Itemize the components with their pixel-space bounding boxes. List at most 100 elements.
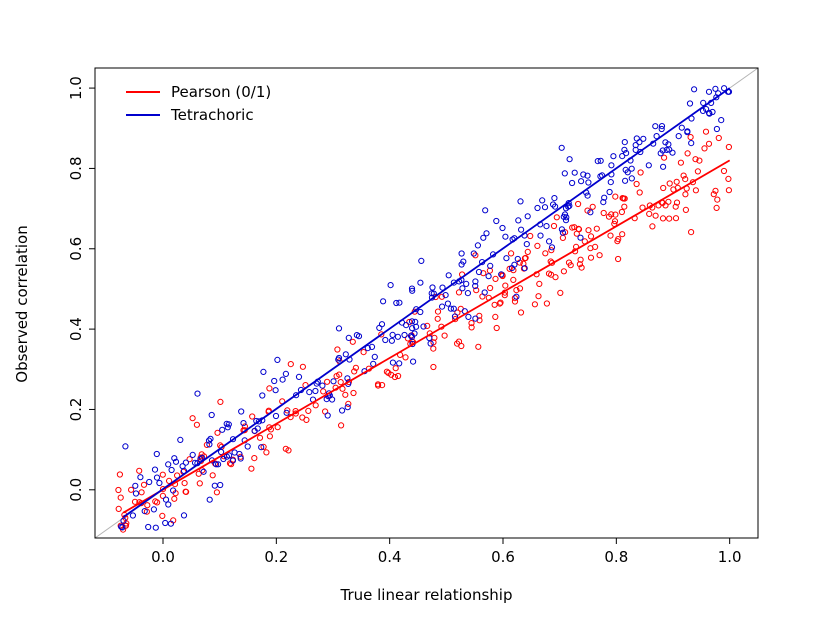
data-point [324, 412, 331, 419]
data-point [272, 387, 279, 394]
data-point [585, 227, 592, 234]
data-point [150, 506, 157, 513]
data-point [345, 400, 352, 407]
data-point [455, 338, 463, 345]
data-point [688, 229, 695, 236]
data-point [408, 318, 416, 325]
data-point [640, 135, 647, 142]
data-point [260, 368, 267, 375]
y-axis-title: Observed correlation [13, 225, 31, 383]
data-point [637, 148, 644, 156]
data-point [345, 334, 352, 341]
data-point [657, 150, 664, 157]
data-point [137, 474, 144, 481]
data-point [696, 157, 703, 164]
data-point [420, 323, 427, 330]
data-point [180, 512, 188, 519]
data-point [395, 372, 402, 380]
data-point [596, 252, 603, 259]
data-point [543, 223, 550, 230]
data-point [584, 172, 591, 179]
legend-label-pearson: Pearson (0/1) [171, 82, 272, 101]
data-point [427, 340, 434, 347]
data-point [600, 199, 607, 206]
data-point [712, 85, 719, 92]
data-point [344, 404, 351, 411]
data-point [355, 333, 363, 340]
data-point [628, 175, 635, 182]
data-point [678, 124, 685, 131]
data-point [659, 215, 667, 222]
data-point [162, 519, 169, 527]
fit-lines-group [122, 87, 731, 518]
data-point [510, 276, 517, 283]
data-point [251, 455, 258, 462]
data-point [229, 457, 236, 464]
data-point [692, 187, 700, 194]
data-point [584, 192, 591, 199]
data-point [499, 272, 506, 280]
data-point [417, 279, 424, 286]
data-point [473, 287, 480, 294]
data-point [632, 142, 639, 149]
data-point [181, 480, 188, 487]
data-point [688, 140, 695, 147]
data-point [215, 461, 222, 468]
data-point [445, 272, 452, 279]
data-point [558, 226, 566, 233]
data-point [577, 256, 584, 263]
data-point [144, 502, 151, 509]
data-point [713, 125, 721, 133]
data-point [287, 361, 294, 368]
data-point [701, 145, 708, 152]
data-point [517, 198, 524, 205]
plot-box-group [94, 67, 759, 539]
data-point [306, 389, 313, 396]
data-point [342, 391, 349, 398]
data-point [565, 203, 572, 210]
data-point [165, 461, 172, 468]
data-point [608, 162, 615, 169]
data-point [496, 300, 503, 307]
data-point [293, 392, 300, 399]
data-point [379, 382, 386, 389]
data-point [141, 508, 148, 515]
data-point [463, 280, 470, 287]
data-point [458, 250, 465, 257]
data-point [725, 187, 733, 194]
data-point [553, 214, 560, 221]
data-point [167, 520, 174, 527]
data-point [211, 482, 218, 489]
data-point [383, 368, 390, 375]
data-point [212, 460, 219, 467]
data-point [662, 139, 669, 146]
data-point [430, 339, 437, 346]
data-point [171, 455, 178, 462]
data-point [122, 443, 129, 450]
data-point [516, 285, 524, 292]
data-point [619, 231, 626, 238]
data-point [186, 456, 193, 463]
data-point [566, 202, 573, 209]
data-point [447, 305, 454, 312]
data-point [389, 359, 396, 366]
data-point [637, 169, 644, 176]
data-point [274, 424, 281, 431]
data-point [587, 254, 595, 261]
data-point [511, 261, 518, 268]
data-point [492, 313, 499, 320]
data-point [686, 100, 694, 107]
data-point [338, 422, 345, 429]
data-point [628, 165, 635, 172]
data-point [429, 284, 436, 291]
data-point [335, 325, 343, 332]
x-tick-label: 0.8 [604, 548, 628, 566]
data-point [527, 232, 534, 240]
data-point [636, 139, 643, 146]
data-point [444, 300, 451, 307]
data-point [351, 368, 358, 375]
data-point [611, 218, 619, 225]
legend-item-pearson: Pearson (0/1) [126, 80, 271, 103]
data-point [559, 229, 567, 236]
data-point [283, 409, 290, 416]
